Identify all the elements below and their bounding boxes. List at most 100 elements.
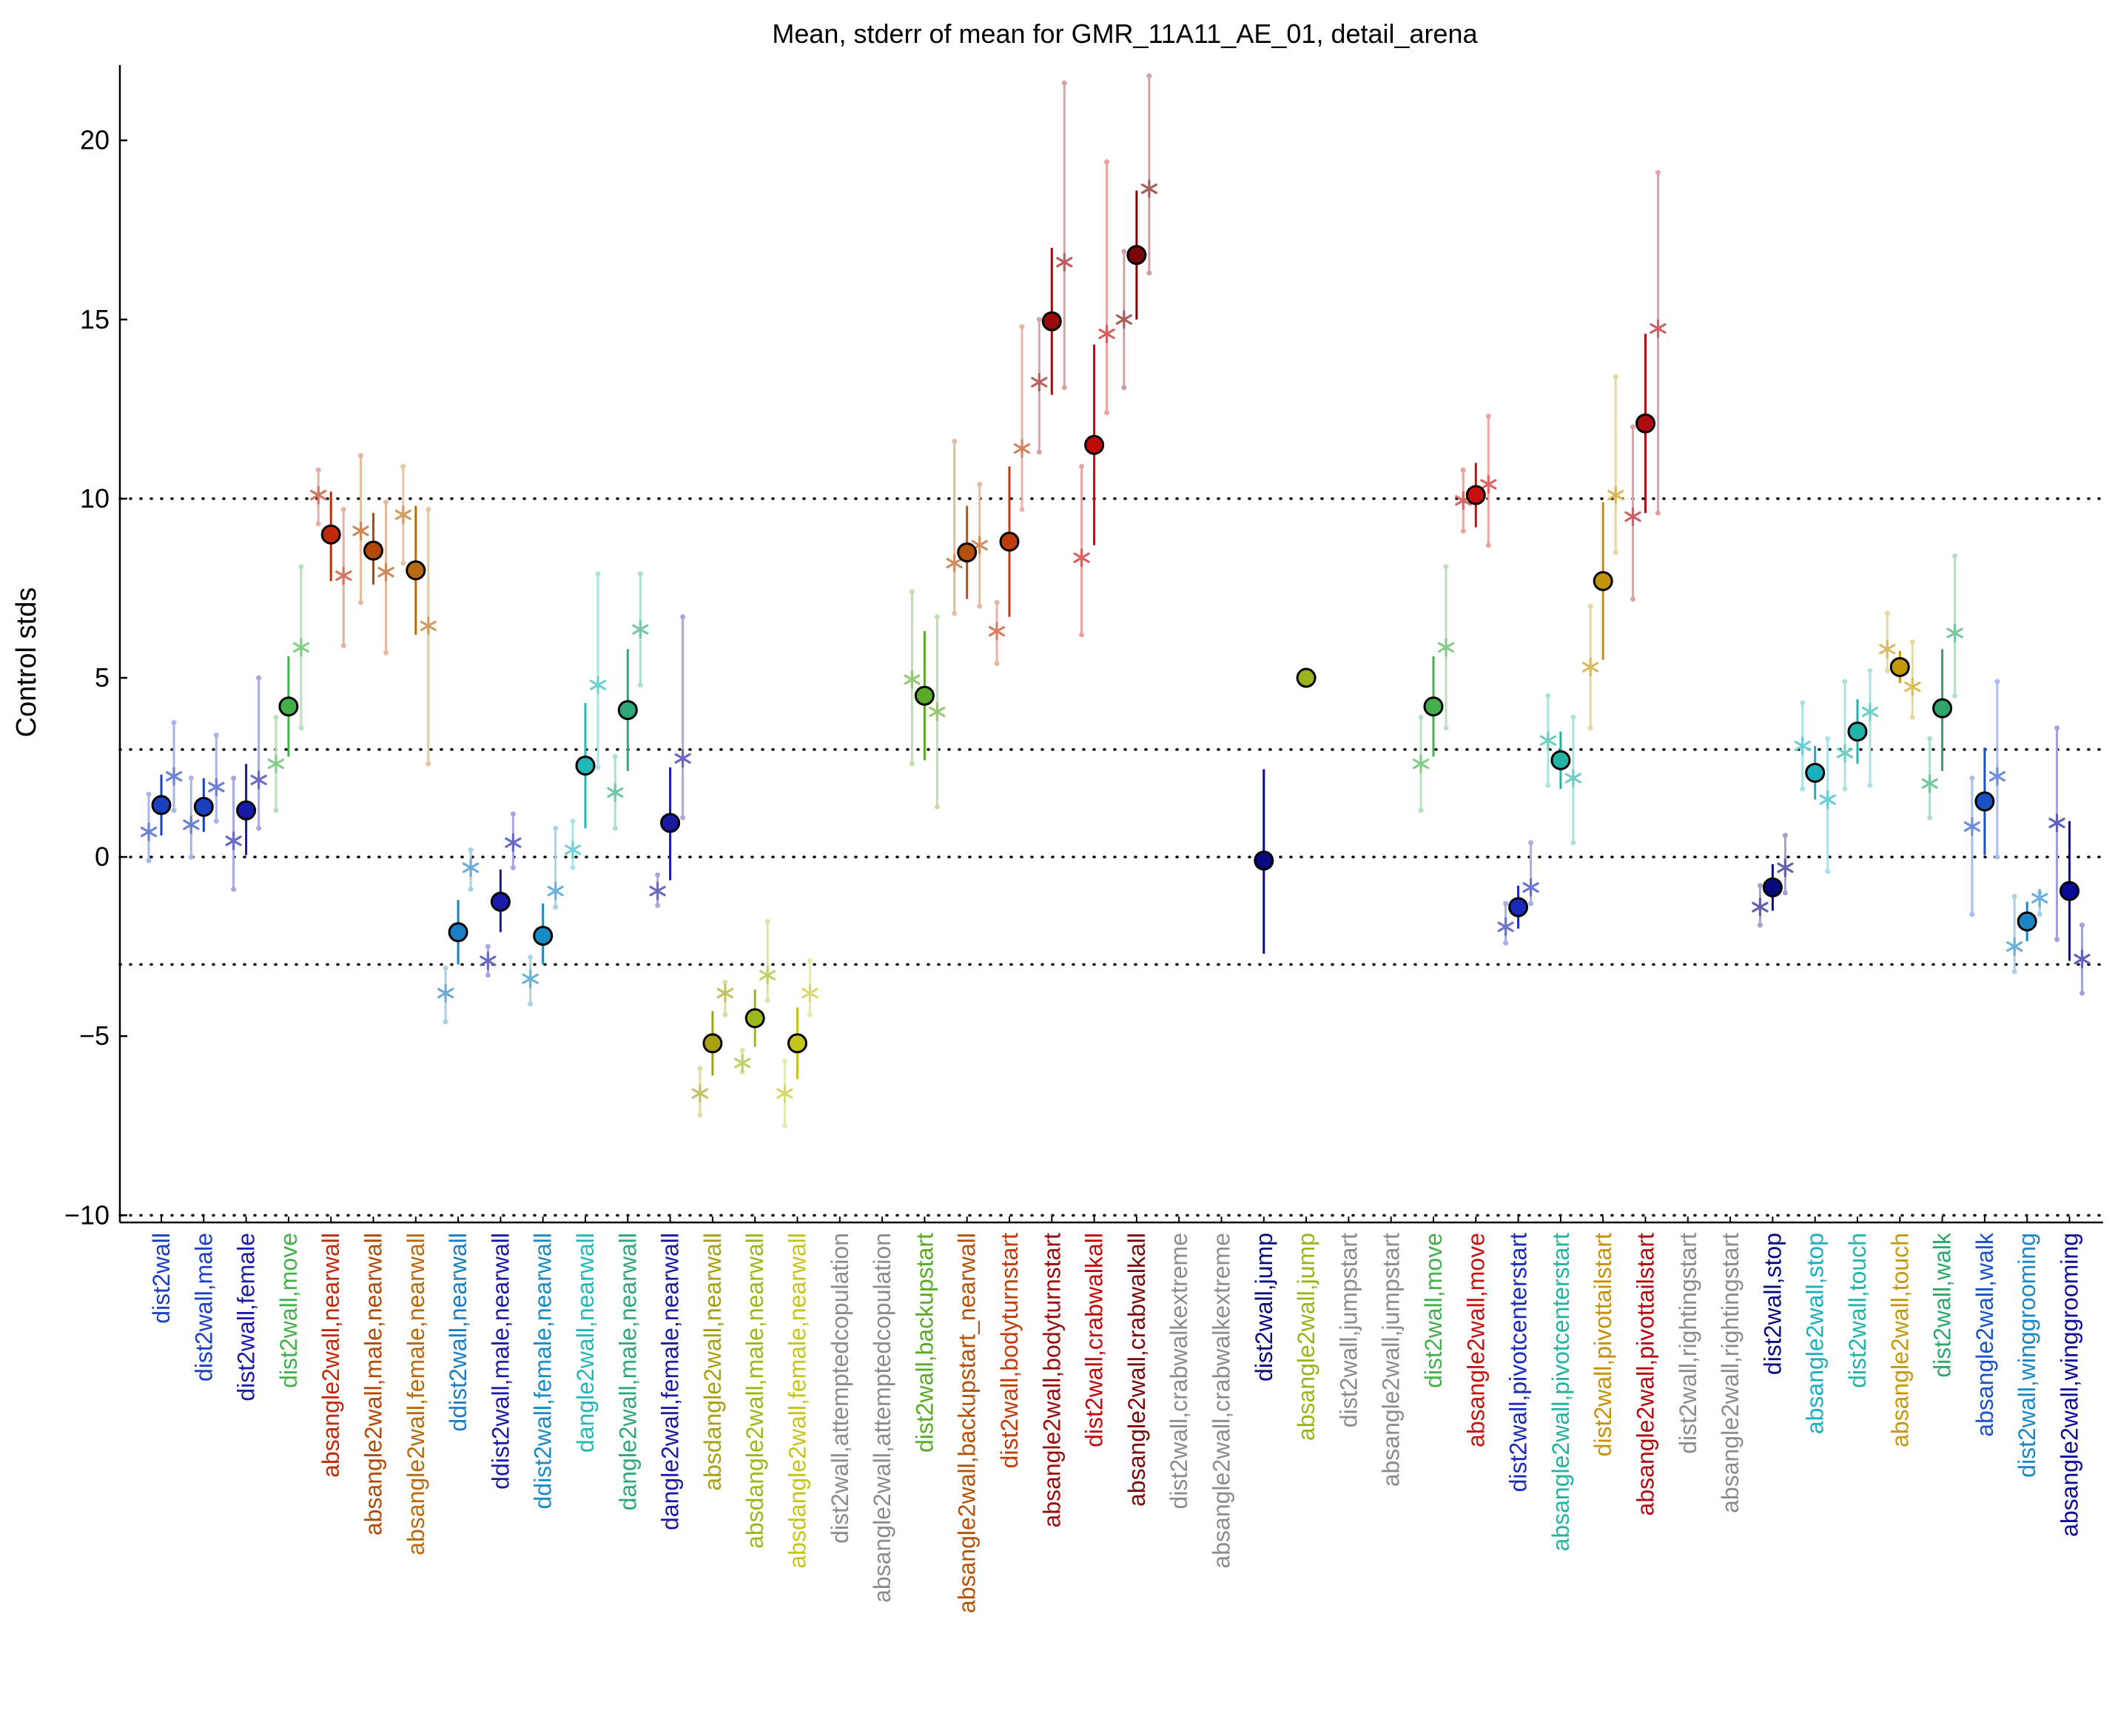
star-point: [1794, 736, 1811, 756]
star-point: [1073, 548, 1090, 568]
mean-point: [1084, 434, 1105, 455]
star-error-cap: [595, 571, 601, 577]
star-error-cap: [807, 1012, 813, 1017]
star-error-cap: [1528, 901, 1534, 906]
mean-point: [1550, 750, 1571, 770]
star-point: [2031, 889, 2048, 908]
x-tick-label: dist2wall,walk: [1929, 1232, 1956, 1378]
star-error-cap: [358, 599, 363, 605]
star-point: [1963, 817, 1981, 836]
star-stroke: [674, 753, 691, 764]
star-stroke: [2006, 941, 2023, 952]
category-marks: [734, 918, 776, 1075]
star-error-cap: [528, 955, 534, 960]
star-error-cap: [1545, 782, 1551, 788]
star-error-cap: [1485, 542, 1491, 548]
star-point: [505, 833, 522, 852]
star-error-cap: [1570, 714, 1576, 720]
x-tick-label: absangle2wall,pivottailstart: [1633, 1233, 1659, 1516]
category-marks: [267, 564, 310, 813]
star-error-cap: [298, 725, 304, 731]
star-error-cap: [340, 506, 346, 512]
star-point: [1115, 310, 1133, 329]
x-tick-label: absdangle2wall,nearwall: [699, 1233, 726, 1491]
star-error-cap: [1927, 736, 1933, 741]
star-error-cap: [383, 499, 389, 505]
star-point: [183, 815, 200, 835]
star-error-cap: [231, 776, 237, 781]
star-error-cap: [273, 714, 279, 720]
x-tick-label: absangle2wall,attemptedcopulation: [869, 1233, 895, 1603]
star-stroke: [632, 624, 649, 635]
star-stroke: [2031, 892, 2048, 904]
star-stroke: [1921, 778, 1938, 789]
star-stroke: [1056, 257, 1073, 268]
star-point: [946, 554, 963, 573]
category-marks: [1031, 80, 1073, 455]
star-point: [2006, 937, 2023, 956]
x-tick-label: absangle2wall,move: [1462, 1233, 1489, 1447]
star-point: [988, 622, 1006, 641]
star-error-cap: [1994, 854, 2000, 860]
x-tick-label: ddist2wall,nearwall: [445, 1233, 471, 1432]
star-error-cap: [2079, 990, 2085, 996]
star-stroke: [547, 886, 564, 897]
star-error-cap: [2079, 922, 2085, 928]
star-point: [1904, 677, 1921, 696]
star-point: [1624, 507, 1641, 526]
category-marks: [1752, 832, 1794, 928]
star-error-cap: [1927, 815, 1933, 821]
star-error-cap: [1036, 317, 1042, 323]
star-error-cap: [1909, 714, 1915, 720]
star-point: [649, 881, 666, 901]
mean-point: [363, 540, 383, 561]
star-error-cap: [171, 720, 177, 726]
star-error-cap: [655, 872, 661, 878]
star-error-cap: [1757, 883, 1763, 889]
star-error-cap: [952, 610, 958, 616]
star-error-cap: [1460, 528, 1466, 534]
star-stroke: [462, 862, 480, 873]
mean-point: [1762, 877, 1783, 898]
x-tick-label: dangle2wall,female,nearwall: [657, 1233, 684, 1530]
category-marks: [1296, 667, 1317, 688]
x-tick-label: absdangle2wall,male,nearwall: [742, 1233, 768, 1549]
star-point: [1582, 657, 1599, 677]
x-tick-label: dist2wall,touch: [1844, 1233, 1871, 1388]
x-tick-label: absangle2wall,pivotcenterstart: [1547, 1233, 1574, 1552]
x-tick-label: absangle2wall,walk: [1971, 1232, 1998, 1437]
star-point: [522, 969, 539, 989]
star-error-cap: [426, 506, 431, 512]
x-tick-label: dist2wall,pivottailstart: [1590, 1233, 1616, 1456]
category-marks: [1879, 610, 1921, 720]
star-error-cap: [1884, 610, 1890, 616]
x-tick-label: dangle2wall,nearwall: [572, 1233, 599, 1453]
star-error-cap: [1019, 323, 1025, 329]
star-error-cap: [570, 818, 576, 824]
mean-point: [151, 795, 172, 815]
mean-point: [957, 542, 978, 563]
star-point: [801, 983, 818, 1003]
mean-point: [744, 1008, 765, 1029]
mean-point: [1126, 245, 1147, 266]
star-error-cap: [443, 1019, 448, 1025]
star-point: [462, 858, 480, 878]
star-point: [1539, 731, 1557, 750]
mean-point: [702, 1033, 723, 1054]
star-error-cap: [1630, 424, 1635, 430]
star-error-cap: [1545, 693, 1551, 699]
star-stroke: [1412, 758, 1430, 770]
category-marks: [691, 980, 734, 1118]
star-stroke: [734, 1057, 751, 1069]
star-stroke: [1777, 862, 1794, 873]
category-marks: [437, 847, 480, 1025]
category-marks: [1836, 667, 1879, 792]
star-error-cap: [570, 865, 576, 871]
star-stroke: [1582, 662, 1599, 673]
category-marks: [649, 614, 691, 908]
star-error-cap: [1825, 868, 1831, 874]
x-tick-label: dist2wall,bodyturnstart: [996, 1233, 1023, 1468]
mean-point: [575, 756, 596, 776]
star-stroke: [691, 1088, 709, 1099]
star-stroke: [1539, 735, 1557, 746]
